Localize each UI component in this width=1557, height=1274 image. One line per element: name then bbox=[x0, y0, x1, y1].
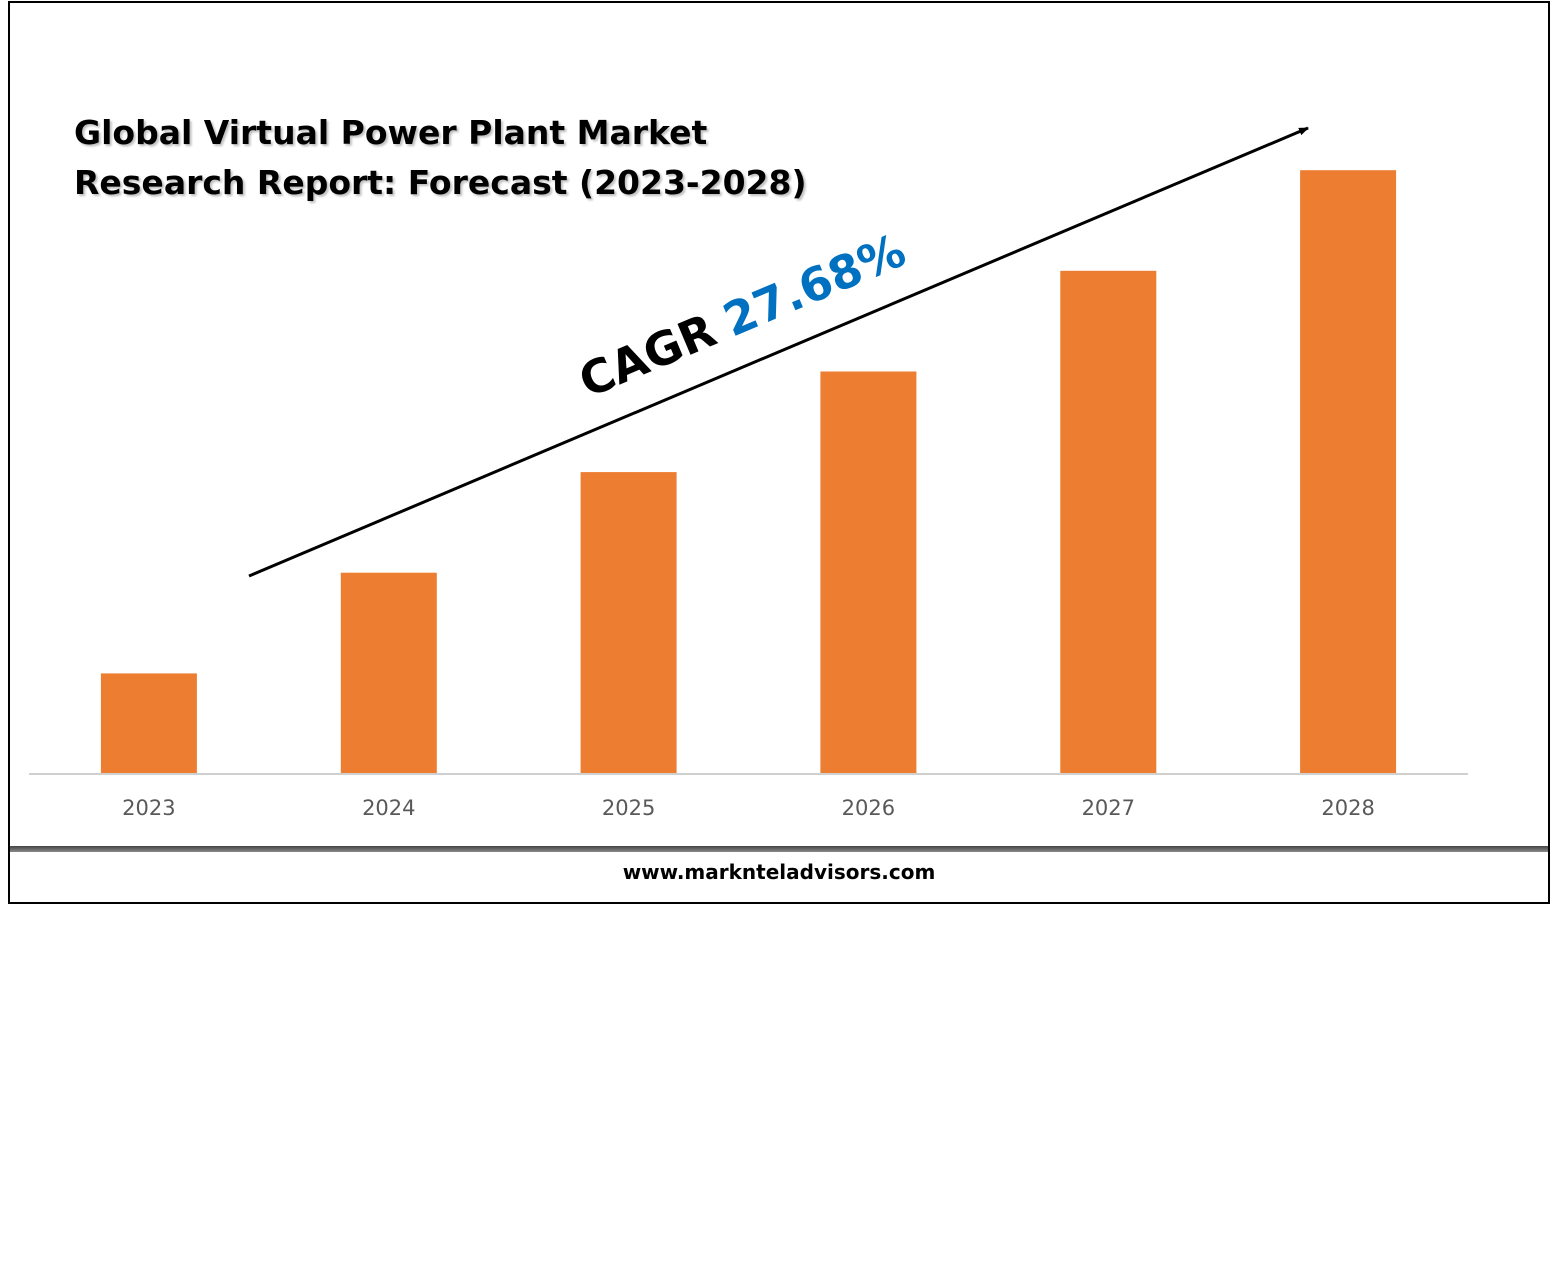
bar-2025 bbox=[580, 472, 677, 774]
bar-chart: 2023 2024 2025 2026 2027 2028 CAGR27.68% bbox=[29, 126, 1468, 820]
footer-website-link[interactable]: www.marknteladvisors.com bbox=[622, 860, 936, 884]
trend-arrow bbox=[248, 126, 1309, 578]
chart-title: Global Virtual Power Plant Market Resear… bbox=[74, 108, 834, 208]
chart-title-line-1: Global Virtual Power Plant Market bbox=[74, 113, 708, 152]
x-tick-label-2028: 2028 bbox=[1321, 796, 1374, 820]
cagr-label: CAGR bbox=[571, 303, 723, 408]
x-tick-label-2025: 2025 bbox=[602, 796, 655, 820]
bar-2028 bbox=[1300, 170, 1397, 774]
bars-group bbox=[100, 170, 1397, 774]
bar-2024 bbox=[340, 572, 437, 774]
bar-2023 bbox=[100, 673, 197, 774]
x-tick-label-2026: 2026 bbox=[842, 796, 895, 820]
x-tick-label-2027: 2027 bbox=[1082, 796, 1135, 820]
x-tick-labels: 2023 2024 2025 2026 2027 2028 bbox=[122, 796, 1375, 820]
footer-divider bbox=[10, 846, 1548, 852]
bar-2026 bbox=[820, 371, 917, 774]
bar-2027 bbox=[1060, 270, 1157, 774]
x-tick-label-2024: 2024 bbox=[362, 796, 415, 820]
cagr-value: 27.68% bbox=[715, 223, 913, 347]
chart-title-line-2: Research Report: Forecast (2023-2028) bbox=[74, 163, 807, 202]
x-tick-label-2023: 2023 bbox=[122, 796, 175, 820]
chart-frame bbox=[8, 1, 1550, 904]
